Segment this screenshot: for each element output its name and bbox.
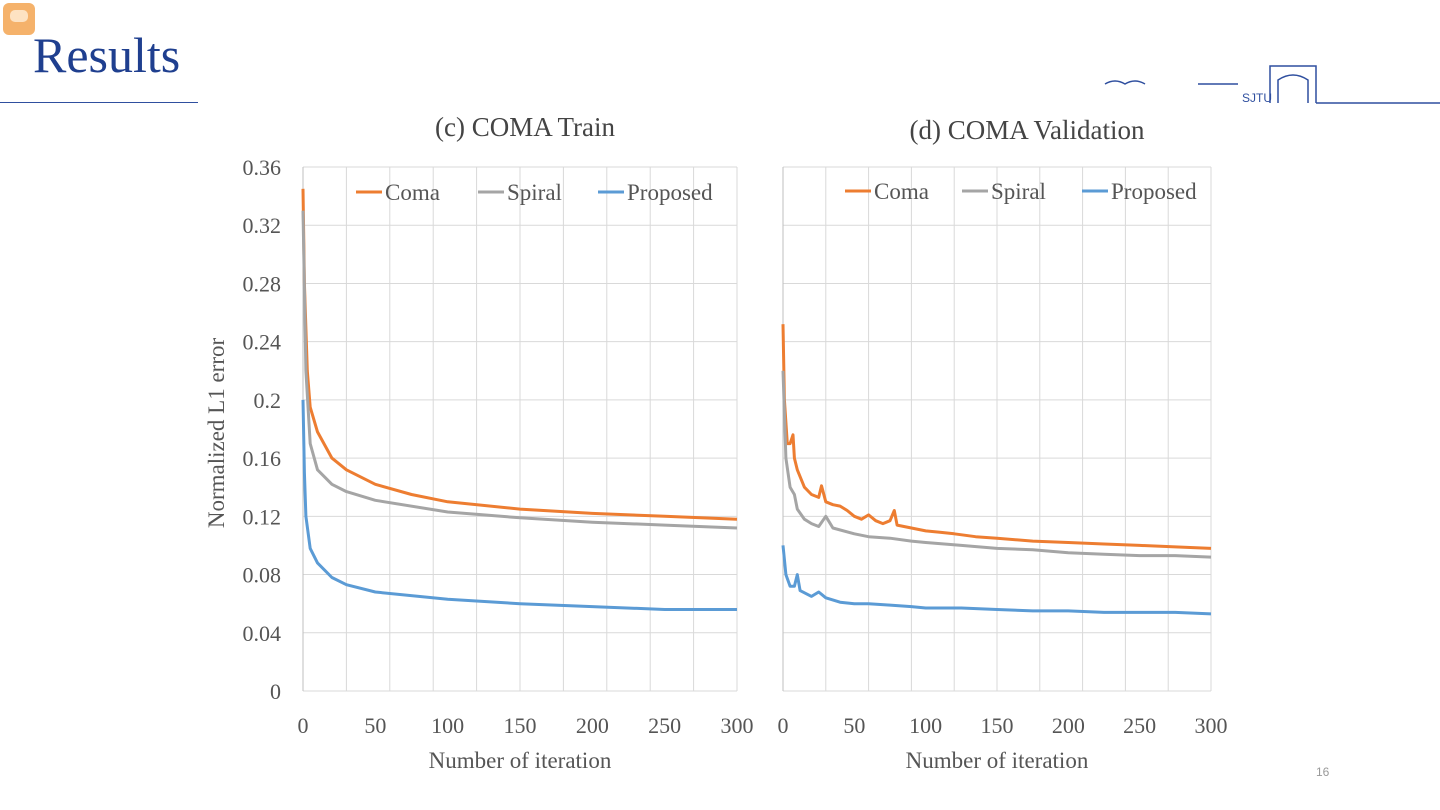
x-tick-label: 100 bbox=[909, 713, 942, 738]
series-line-coma bbox=[301, 188, 738, 521]
x-tick-label: 200 bbox=[576, 713, 609, 738]
chart-title: (c) COMA Train bbox=[435, 112, 616, 142]
series-line-spiral bbox=[781, 370, 1212, 559]
legend-label-spiral: Spiral bbox=[507, 180, 562, 205]
svg-text:SJTU: SJTU bbox=[1242, 91, 1272, 105]
legend-label-proposed: Proposed bbox=[1111, 179, 1197, 204]
x-tick-label: 200 bbox=[1052, 713, 1085, 738]
x-tick-label: 300 bbox=[1195, 713, 1228, 738]
y-tick-label: 0.2 bbox=[254, 388, 282, 413]
y-axis-label: Normalized L1 error bbox=[204, 338, 229, 529]
legend-label-coma: Coma bbox=[874, 179, 929, 204]
legend-label-spiral: Spiral bbox=[991, 179, 1046, 204]
chart-0: 0 0.04 0.08 0.12 0.16 0.2 0.24 0.28 0.32 0.36 0 50 1… bbox=[204, 112, 754, 773]
series-line-coma bbox=[781, 324, 1212, 550]
y-tick-label: 0.28 bbox=[243, 271, 282, 296]
series-line-proposed bbox=[301, 399, 737, 611]
legend-label-proposed: Proposed bbox=[627, 180, 713, 205]
chart-1: 0 50 100 150 200 250 300 (d) COMA Validation Num… bbox=[778, 115, 1228, 773]
y-tick-label: 0.32 bbox=[243, 213, 282, 238]
legend-label-coma: Coma bbox=[385, 180, 440, 205]
y-tick-label: 0.04 bbox=[243, 621, 282, 646]
y-tick-label: 0.12 bbox=[243, 504, 282, 529]
series-line-proposed bbox=[781, 545, 1212, 616]
x-tick-label: 250 bbox=[648, 713, 681, 738]
x-tick-label: 0 bbox=[298, 713, 309, 738]
y-tick-label: 0.16 bbox=[243, 446, 282, 471]
comment-icon[interactable] bbox=[3, 3, 35, 35]
x-tick-label: 250 bbox=[1123, 713, 1156, 738]
x-tick-label: 150 bbox=[504, 713, 537, 738]
x-axis-label: Number of iteration bbox=[429, 748, 612, 773]
slide-title: Results bbox=[33, 27, 181, 83]
series-line-spiral bbox=[301, 210, 738, 530]
x-tick-label: 50 bbox=[364, 713, 386, 738]
y-tick-label: 0.08 bbox=[243, 563, 282, 588]
y-tick-label: 0.36 bbox=[243, 155, 282, 180]
x-tick-label: 300 bbox=[721, 713, 754, 738]
x-tick-label: 100 bbox=[431, 713, 464, 738]
university-logo: SJTU bbox=[1104, 65, 1440, 105]
y-tick-label: 0.24 bbox=[243, 330, 282, 355]
x-tick-label: 50 bbox=[843, 713, 865, 738]
y-tick-label: 0 bbox=[270, 679, 281, 704]
x-tick-label: 150 bbox=[981, 713, 1014, 738]
chart-title: (d) COMA Validation bbox=[910, 115, 1145, 145]
title-divider bbox=[0, 102, 198, 103]
page-number: 16 bbox=[1316, 765, 1330, 779]
x-axis-label: Number of iteration bbox=[906, 748, 1089, 773]
x-tick-label: 0 bbox=[778, 713, 789, 738]
